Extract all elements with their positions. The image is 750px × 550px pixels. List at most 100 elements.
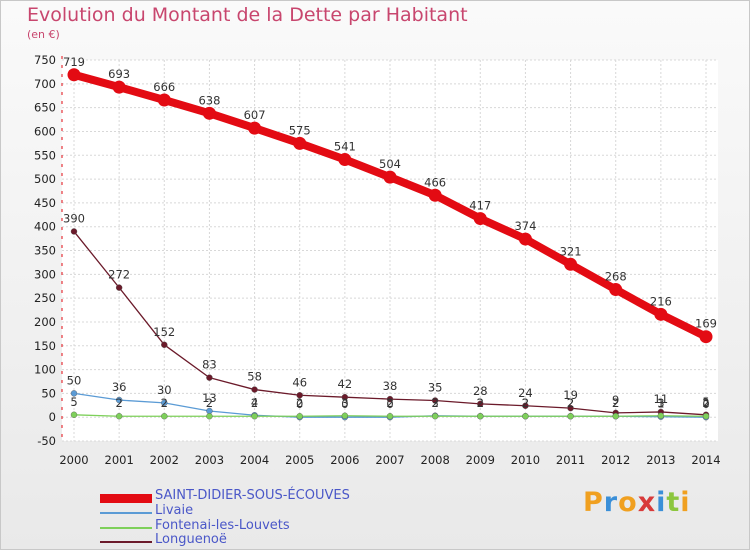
series-point-0 — [112, 80, 126, 94]
data-label-2: 2 — [567, 396, 574, 410]
series-point-3 — [206, 374, 213, 381]
data-label-0: 693 — [108, 67, 130, 81]
data-label-0: 417 — [469, 199, 491, 213]
x-tick-label: 2000 — [59, 453, 88, 467]
y-tick-label: 400 — [34, 220, 56, 234]
data-label-1: 3 — [431, 396, 438, 410]
data-label-0: 216 — [650, 294, 672, 308]
x-tick-label: 2003 — [195, 453, 224, 467]
y-tick-label: 700 — [34, 77, 56, 91]
logo-letter: r — [603, 487, 619, 518]
data-label-1: 0 — [341, 397, 348, 411]
series-point-3 — [567, 404, 574, 412]
series-point-0 — [518, 232, 532, 246]
data-label-3: 9 — [612, 393, 619, 407]
data-label-1: 30 — [157, 383, 172, 397]
logo-letter: t — [666, 487, 681, 518]
data-label-1: 0 — [702, 397, 709, 411]
data-label-2: 2 — [477, 396, 484, 410]
series-point-2 — [657, 412, 665, 419]
y-tick-label: 200 — [34, 315, 56, 329]
logo-letter: P — [583, 487, 604, 518]
data-label-3: 42 — [338, 377, 353, 391]
legend-swatch — [100, 512, 152, 514]
data-label-1: 36 — [112, 380, 127, 394]
data-label-0: 321 — [560, 244, 582, 258]
x-tick-label: 2011 — [556, 453, 585, 467]
legend-label: Livaie — [155, 503, 194, 518]
legend-swatch — [100, 541, 152, 543]
data-label-3: 46 — [292, 375, 307, 389]
data-label-3: 35 — [428, 381, 443, 395]
series-point-0 — [67, 68, 81, 82]
y-tick-label: 500 — [34, 172, 56, 186]
series-point-2 — [70, 411, 78, 419]
series-point-1 — [115, 396, 123, 404]
data-label-2: 3 — [657, 396, 664, 410]
data-label-0: 466 — [424, 175, 446, 189]
x-tick-label: 2007 — [375, 453, 404, 467]
y-tick-label: 550 — [34, 148, 56, 162]
data-label-0: 504 — [379, 157, 401, 171]
series-point-3 — [296, 392, 303, 399]
series-point-2 — [477, 413, 484, 420]
series-point-3 — [386, 395, 394, 403]
series-point-2 — [567, 413, 574, 420]
series-point-3 — [341, 393, 349, 401]
data-label-1: 0 — [386, 397, 393, 411]
data-label-2: 3 — [341, 396, 348, 410]
series-point-2 — [431, 413, 439, 420]
series-point-2 — [251, 413, 258, 420]
x-tick-label: 2012 — [601, 453, 630, 467]
series-point-0 — [699, 330, 713, 344]
y-tick-label: 600 — [34, 124, 56, 138]
series-point-2 — [115, 413, 123, 420]
data-label-2: 2 — [612, 396, 619, 410]
logo-letter: o — [618, 487, 638, 518]
series-point-3 — [115, 284, 123, 291]
series-point-0 — [564, 257, 578, 271]
series-point-3 — [431, 397, 439, 404]
data-label-3: 390 — [63, 211, 85, 225]
data-label-1: 2 — [477, 396, 484, 410]
logo-letter: i — [680, 487, 691, 518]
series-point-2 — [296, 413, 303, 420]
data-label-3: 152 — [153, 325, 175, 339]
x-tick-label: 2004 — [240, 453, 269, 467]
data-label-2: 2 — [115, 396, 122, 410]
data-label-1: 2 — [567, 396, 574, 410]
data-label-3: 28 — [473, 384, 488, 398]
data-label-0: 719 — [63, 55, 85, 69]
series-point-3 — [70, 228, 78, 235]
x-tick-label: 2002 — [150, 453, 179, 467]
y-tick-label: -50 — [37, 434, 56, 448]
data-label-3: 83 — [202, 358, 217, 372]
logo-letter: i — [656, 487, 667, 518]
data-label-2: 5 — [70, 395, 77, 409]
y-tick-label: 450 — [34, 196, 56, 210]
legend-swatch — [100, 527, 152, 529]
series-point-2 — [612, 413, 619, 420]
data-label-2: 2 — [206, 396, 213, 410]
y-tick-label: 100 — [34, 363, 56, 377]
data-label-1: 4 — [251, 395, 258, 409]
x-tick-label: 2001 — [105, 453, 134, 467]
data-label-0: 374 — [514, 219, 536, 233]
data-label-2: 2 — [161, 396, 168, 410]
series-point-0 — [157, 93, 171, 107]
series-point-2 — [386, 413, 394, 420]
data-label-1: 1 — [657, 397, 664, 411]
data-label-0: 607 — [244, 108, 266, 122]
series-point-0 — [609, 283, 623, 297]
data-label-2: 2 — [431, 396, 438, 410]
series-point-0 — [338, 153, 352, 167]
x-tick-label: 2009 — [466, 453, 495, 467]
data-label-1: 0 — [296, 397, 303, 411]
data-label-2: 2 — [702, 396, 709, 410]
data-label-1: 50 — [67, 373, 82, 387]
x-tick-label: 2013 — [646, 453, 675, 467]
series-point-0 — [473, 212, 487, 226]
series-point-2 — [702, 413, 710, 420]
y-tick-label: 350 — [34, 244, 56, 258]
